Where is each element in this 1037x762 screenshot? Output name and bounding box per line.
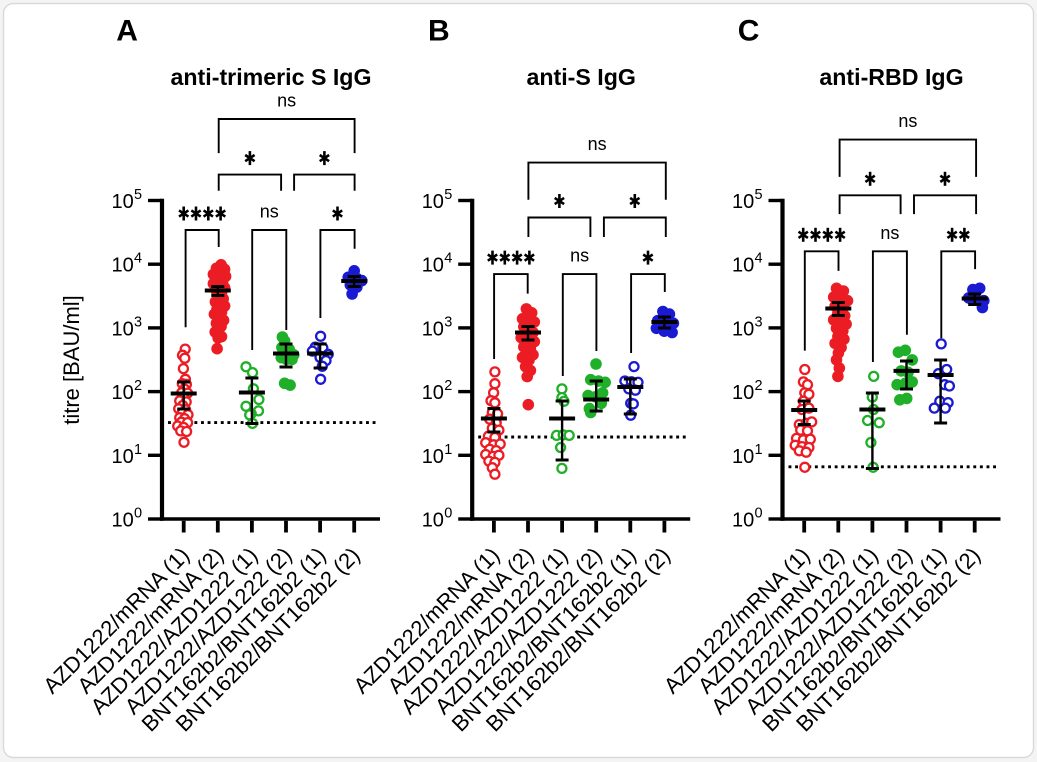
svg-text:5: 5 (755, 187, 763, 203)
svg-text:10: 10 (422, 191, 444, 213)
svg-text:10: 10 (732, 510, 754, 532)
svg-text:3: 3 (755, 314, 763, 330)
svg-text:10: 10 (112, 382, 134, 404)
svg-text:ns: ns (898, 111, 917, 131)
svg-text:0: 0 (444, 506, 452, 522)
svg-text:10: 10 (732, 255, 754, 277)
svg-text:ns: ns (277, 91, 296, 111)
svg-text:1: 1 (444, 442, 452, 458)
svg-text:anti-S IgG: anti-S IgG (526, 64, 636, 90)
svg-text:10: 10 (732, 318, 754, 340)
svg-text:5: 5 (134, 187, 142, 203)
svg-text:10: 10 (422, 318, 444, 340)
svg-text:10: 10 (112, 510, 134, 532)
svg-text:2: 2 (755, 378, 763, 394)
svg-text:1: 1 (755, 442, 763, 458)
svg-text:10: 10 (732, 446, 754, 468)
svg-text:10: 10 (422, 382, 444, 404)
svg-text:0: 0 (134, 506, 142, 522)
svg-text:2: 2 (444, 378, 452, 394)
svg-text:3: 3 (444, 314, 452, 330)
svg-text:4: 4 (755, 251, 763, 267)
svg-text:0: 0 (755, 506, 763, 522)
svg-text:10: 10 (112, 318, 134, 340)
svg-text:A: A (116, 15, 138, 48)
svg-text:C: C (738, 15, 760, 48)
svg-text:B: B (428, 15, 450, 48)
svg-text:10: 10 (422, 446, 444, 468)
svg-text:10: 10 (112, 255, 134, 277)
svg-text:ns: ns (880, 223, 899, 243)
svg-text:4: 4 (134, 251, 142, 267)
svg-text:10: 10 (732, 382, 754, 404)
svg-text:1: 1 (134, 442, 142, 458)
svg-text:10: 10 (112, 446, 134, 468)
svg-text:10: 10 (422, 510, 444, 532)
svg-text:anti-trimeric S IgG: anti-trimeric S IgG (171, 64, 372, 90)
svg-text:10: 10 (732, 191, 754, 213)
svg-text:anti-RBD IgG: anti-RBD IgG (819, 64, 963, 90)
svg-text:2: 2 (134, 378, 142, 394)
svg-text:3: 3 (134, 314, 142, 330)
svg-text:10: 10 (422, 255, 444, 277)
svg-text:ns: ns (588, 134, 607, 154)
svg-text:ns: ns (260, 202, 279, 222)
svg-text:titre [BAU/ml]: titre [BAU/ml] (59, 295, 84, 425)
svg-text:10: 10 (112, 191, 134, 213)
svg-text:5: 5 (444, 187, 452, 203)
svg-text:4: 4 (444, 251, 452, 267)
svg-text:ns: ns (570, 246, 589, 266)
